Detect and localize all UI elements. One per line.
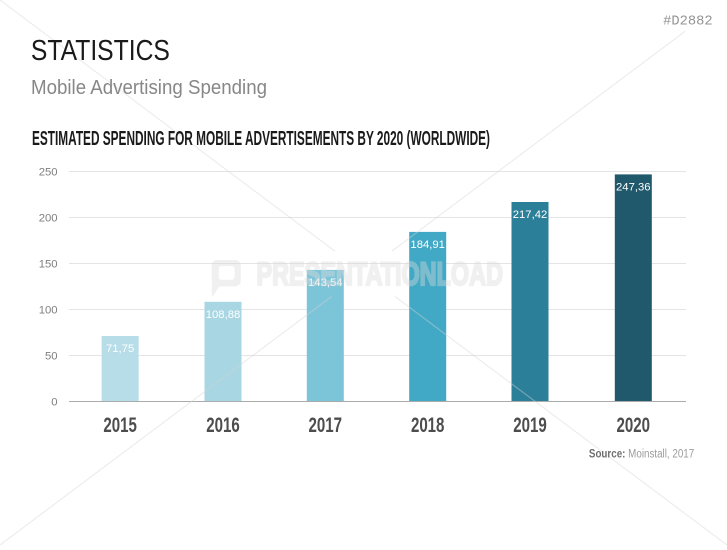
svg-text:71,75: 71,75 [106,343,134,355]
svg-text:184,91: 184,91 [410,239,445,251]
svg-text:200: 200 [39,212,58,224]
svg-text:108,88: 108,88 [206,309,241,321]
svg-text:2019: 2019 [513,413,547,437]
svg-text:2016: 2016 [206,413,240,437]
svg-text:#D2882: #D2882 [663,15,713,30]
svg-text:2018: 2018 [411,413,445,437]
svg-text:143,54: 143,54 [308,277,343,289]
svg-text:Source: Moinstall, 2017: Source: Moinstall, 2017 [589,448,694,460]
svg-text:PRESENTATIONLOAD: PRESENTATIONLOAD [257,255,504,292]
svg-text:150: 150 [39,258,58,270]
svg-text:0: 0 [51,396,57,408]
svg-text:247,36: 247,36 [616,182,651,194]
svg-text:ESTIMATED SPENDING FOR MOBILE: ESTIMATED SPENDING FOR MOBILE ADVERTISEM… [32,128,490,150]
svg-text:2020: 2020 [617,413,651,437]
svg-text:STATISTICS: STATISTICS [31,35,170,67]
svg-text:Mobile Advertising Spending: Mobile Advertising Spending [31,77,267,99]
svg-text:2015: 2015 [103,413,137,437]
svg-text:50: 50 [45,350,58,362]
svg-text:2017: 2017 [309,413,343,437]
svg-text:217,42: 217,42 [513,209,548,221]
svg-text:100: 100 [39,304,58,316]
svg-text:250: 250 [39,166,58,178]
